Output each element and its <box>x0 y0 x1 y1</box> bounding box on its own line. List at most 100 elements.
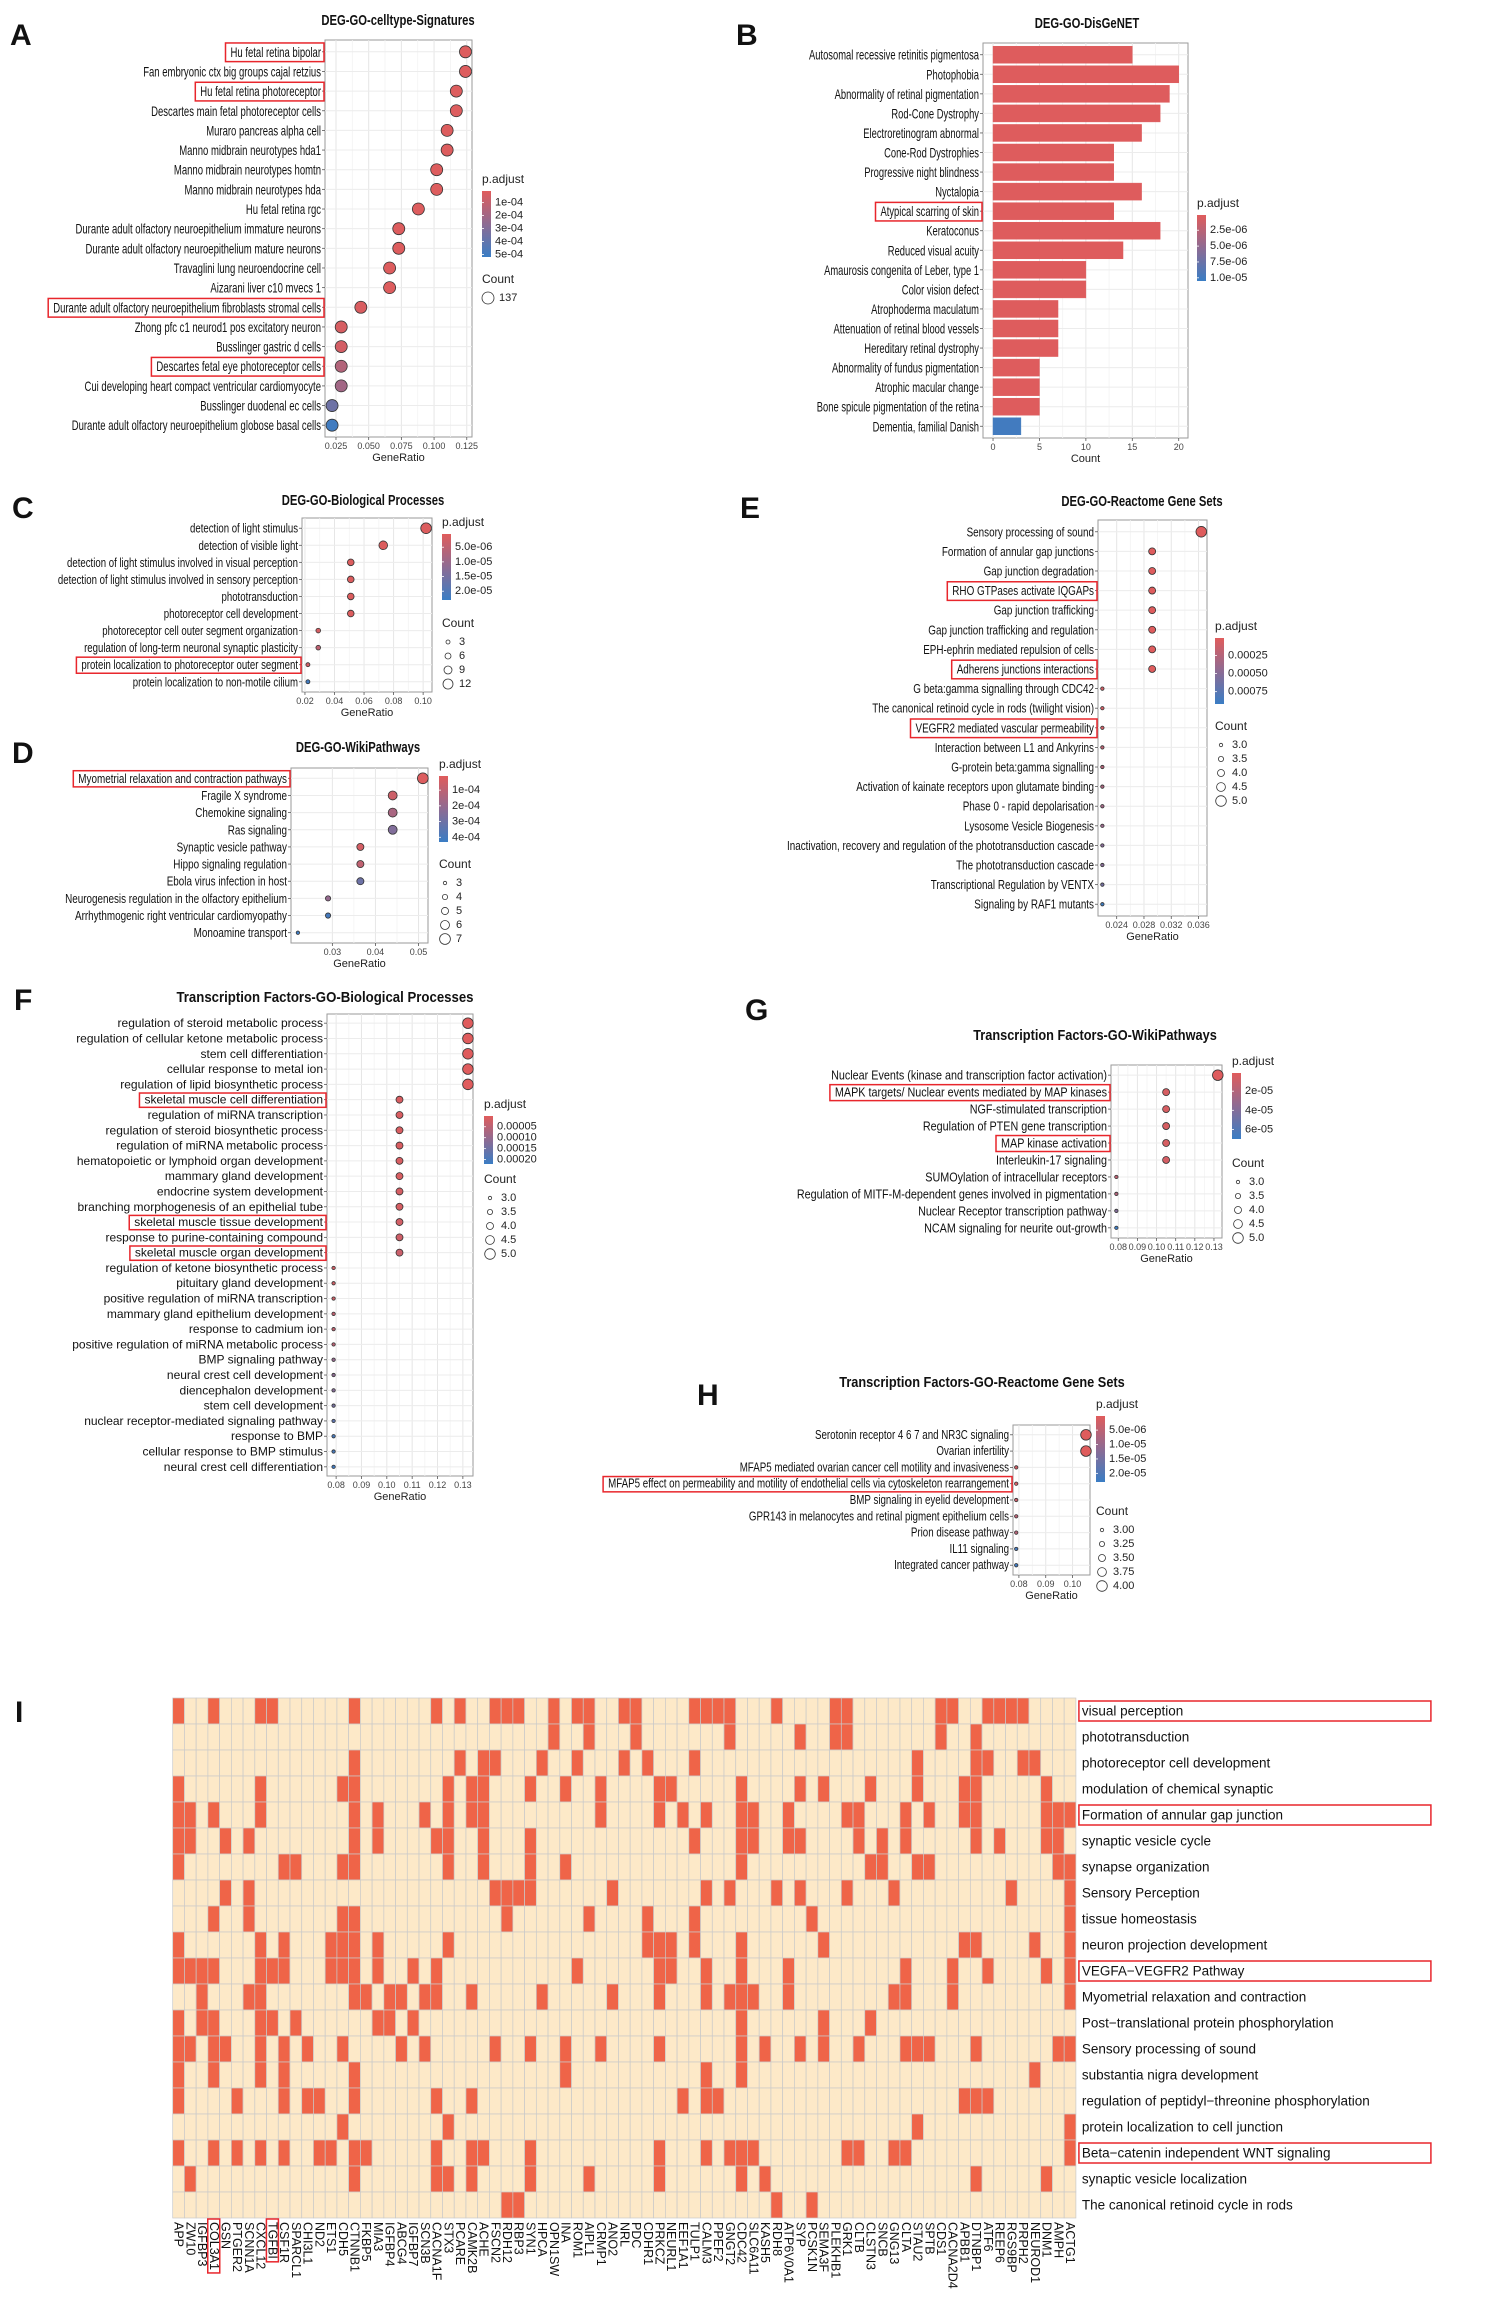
heatmap-cell <box>489 1697 502 1725</box>
heatmap-cell <box>324 1853 338 1881</box>
heatmap-row <box>172 2061 1077 2089</box>
heatmap-cell <box>195 1775 209 1803</box>
heatmap-cell <box>277 2165 291 2193</box>
term-label: Zhong pfc c1 neurod1 pos excitatory neur… <box>135 319 321 335</box>
heatmap-cell <box>571 1827 584 1855</box>
term-label: response to BMP <box>231 1429 323 1443</box>
heatmap-cell <box>782 2139 795 2167</box>
heatmap-cell <box>254 1801 267 1829</box>
term-label: skeletal muscle organ development <box>135 1246 324 1260</box>
heatmap-cell <box>406 1879 420 1907</box>
heatmap-cell <box>1040 1853 1053 1881</box>
heatmap-cell <box>852 2113 866 2141</box>
heatmap-cell <box>277 1879 291 1907</box>
heatmap-gene-label: GSN <box>218 2222 232 2249</box>
x-tick-label: 0.125 <box>456 441 479 451</box>
heatmap-cell <box>993 1879 1006 1907</box>
heatmap-cell <box>723 2009 737 2037</box>
heatmap-cell <box>254 1983 267 2011</box>
heatmap-cell <box>676 1931 690 1959</box>
heatmap-cell <box>559 1723 572 1751</box>
colorbar-label: 0.00020 <box>497 1154 537 1166</box>
heatmap-cell <box>184 1827 197 1855</box>
heatmap-cell <box>676 1697 690 1725</box>
heatmap-cell <box>676 2061 690 2089</box>
heatmap-cell <box>313 1983 326 2011</box>
heatmap-cell <box>324 2113 338 2141</box>
heatmap-cell <box>758 1957 772 1985</box>
heatmap-cell <box>442 1723 455 1751</box>
heatmap-cell <box>1052 2191 1065 2219</box>
heatmap-cell <box>676 2035 690 2063</box>
heatmap-cell <box>934 2035 948 2063</box>
term-label: Integrated cancer pathway <box>894 1558 1009 1572</box>
heatmap-cell <box>864 2009 877 2037</box>
heatmap-cell <box>231 2139 244 2167</box>
term-label: Hippo signaling regulation <box>173 857 287 872</box>
heatmap-cell <box>711 1697 725 1725</box>
heatmap-cell <box>371 2009 385 2037</box>
heatmap-cell <box>653 1775 666 1803</box>
heatmap-cell <box>887 2139 901 2167</box>
heatmap-row-label: synaptic vesicle cycle <box>1082 1834 1211 1849</box>
heatmap-cell <box>993 1905 1006 1933</box>
heatmap-cell <box>395 1775 408 1803</box>
heatmap-cell <box>1040 1957 1053 1985</box>
dot <box>1100 725 1105 730</box>
heatmap-cell <box>489 2087 502 2115</box>
term-label: Durante adult olfactory neuroepithelium … <box>86 240 322 256</box>
heatmap-cell <box>336 1827 350 1855</box>
heatmap-cell <box>688 1775 701 1803</box>
heatmap-cell <box>794 2061 807 2089</box>
heatmap-cell <box>219 1697 232 1725</box>
heatmap-cell <box>981 1827 995 1855</box>
heatmap-cell <box>535 1983 549 2011</box>
heatmap-gene-label: CDC42 <box>735 2222 749 2263</box>
heatmap-cell <box>453 2061 467 2089</box>
heatmap-cell <box>489 1983 502 2011</box>
heatmap-cell <box>406 1983 420 2011</box>
x-tick-label: 0.04 <box>367 947 385 957</box>
dot <box>420 522 432 534</box>
heatmap-cell <box>852 1801 866 1829</box>
heatmap-cell <box>512 2113 525 2141</box>
heatmap-cell <box>395 1905 408 1933</box>
heatmap-cell <box>184 2139 197 2167</box>
heatmap-cell <box>794 1905 807 1933</box>
legend-title: p.adjust <box>484 1097 527 1111</box>
heatmap-cell <box>500 1723 514 1751</box>
heatmap-gene-label: CDHR1 <box>641 2222 655 2265</box>
heatmap-cell <box>418 2061 432 2089</box>
heatmap-cell <box>477 1905 490 1933</box>
heatmap-cell <box>606 2009 619 2037</box>
heatmap-cell <box>559 1697 572 1725</box>
heatmap-cell <box>1052 2087 1065 2115</box>
heatmap-cell <box>653 1749 666 1777</box>
dot <box>1100 862 1105 868</box>
heatmap-cell <box>336 2087 350 2115</box>
heatmap-cell <box>571 1723 584 1751</box>
heatmap-cell <box>559 1749 572 1777</box>
dot <box>449 104 463 118</box>
heatmap-cell <box>641 1723 654 1751</box>
heatmap-cell <box>207 2139 220 2167</box>
heatmap-gene-label: PRKCZ <box>652 2222 666 2265</box>
heatmap-cell <box>524 1983 537 2011</box>
heatmap-cell <box>1040 1801 1053 1829</box>
heatmap-cell <box>981 1957 995 1985</box>
heatmap-cell <box>629 1801 643 1829</box>
heatmap-cell <box>688 2191 701 2219</box>
dot <box>334 379 348 393</box>
heatmap-cell <box>735 2113 748 2141</box>
heatmap-cell <box>195 1697 209 1725</box>
heatmap-cell <box>442 1801 455 1829</box>
heatmap-cell <box>371 2035 385 2063</box>
heatmap-cell <box>1028 1827 1042 1855</box>
heatmap-cell <box>465 2087 479 2115</box>
heatmap-cell <box>1063 1775 1077 1803</box>
heatmap-cell <box>1016 1697 1030 1725</box>
bar <box>992 319 1059 338</box>
heatmap-cell <box>829 1775 842 1803</box>
heatmap-cell <box>1063 1749 1077 1777</box>
heatmap-cell <box>184 2165 197 2193</box>
